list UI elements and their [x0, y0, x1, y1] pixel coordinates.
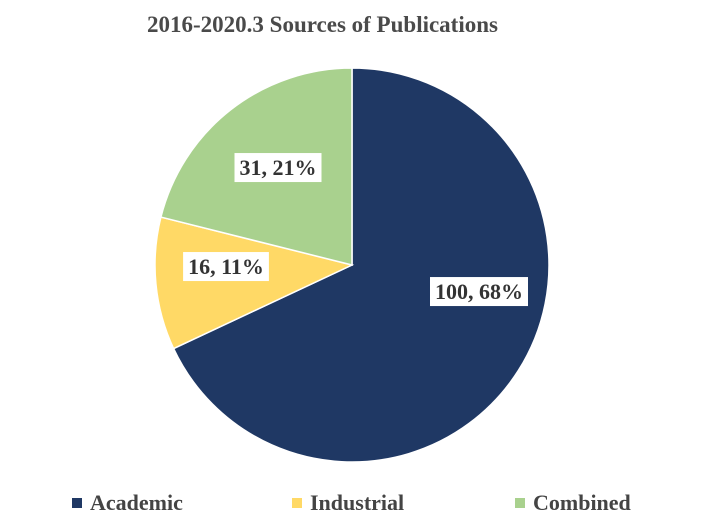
- chart-title: 2016-2020.3 Sources of Publications: [147, 12, 498, 37]
- legend-swatch-industrial: [292, 498, 302, 508]
- legend-item-combined[interactable]: Combined: [515, 490, 631, 516]
- svg-text:100, 68%: 100, 68%: [435, 279, 523, 304]
- data-label-combined: 31, 21%: [234, 153, 322, 183]
- pie-slice-academic[interactable]: [172, 67, 550, 463]
- legend-swatch-academic: [72, 498, 82, 508]
- pie-chart: 100, 68% 16, 11% 31, 21%: [154, 67, 550, 463]
- svg-text:16, 11%: 16, 11%: [188, 254, 264, 279]
- legend-item-academic[interactable]: Academic: [72, 490, 183, 516]
- legend: Academic Industrial Combined: [0, 490, 709, 518]
- data-label-academic: 100, 68%: [430, 277, 528, 307]
- svg-text:31, 21%: 31, 21%: [240, 155, 317, 180]
- legend-label-industrial: Industrial: [310, 490, 405, 515]
- legend-label-academic: Academic: [90, 490, 183, 515]
- data-label-industrial: 16, 11%: [183, 252, 269, 282]
- legend-item-industrial[interactable]: Industrial: [292, 490, 404, 516]
- pie-slice-industrial[interactable]: [154, 216, 355, 350]
- legend-swatch-combined: [515, 498, 525, 508]
- legend-label-combined: Combined: [533, 490, 631, 515]
